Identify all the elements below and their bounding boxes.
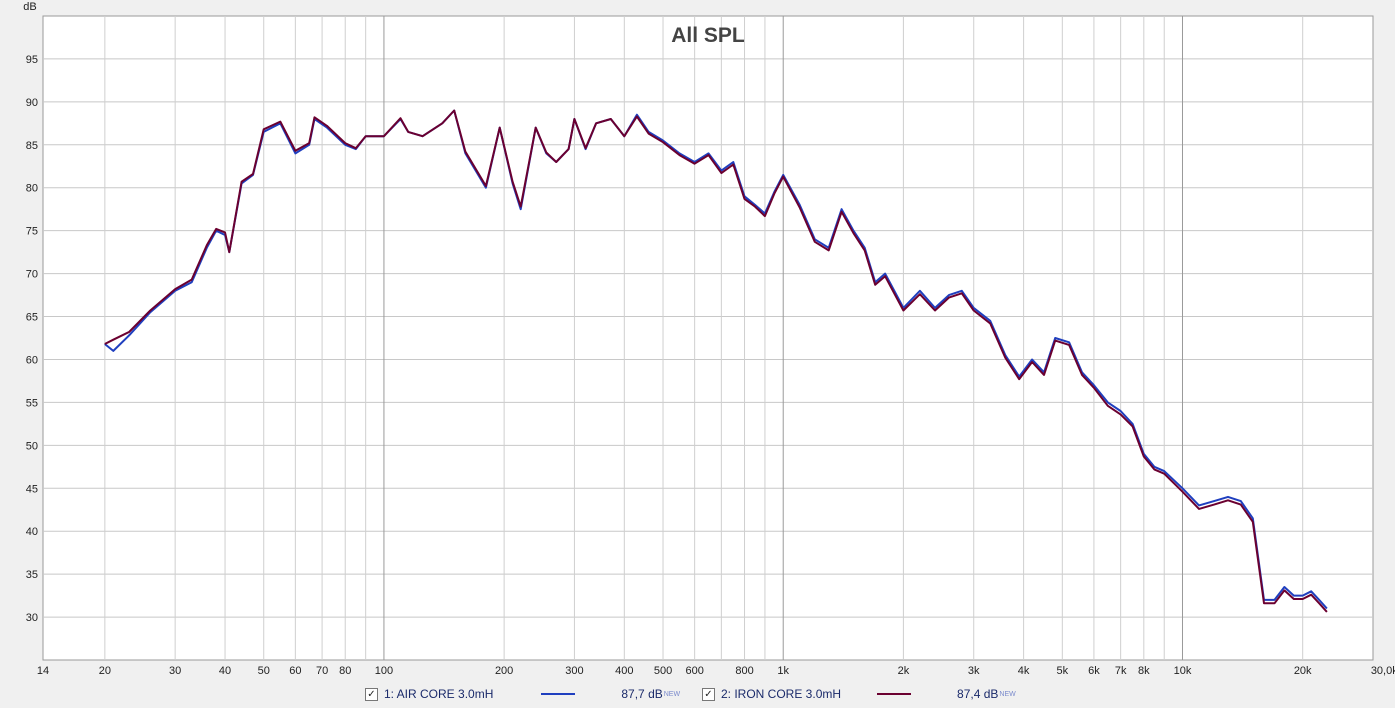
x-tick-label: 40 [219, 665, 231, 677]
y-tick-label: 55 [26, 397, 38, 409]
checkbox-air-core[interactable]: ✓ [365, 687, 378, 701]
x-tick-label: 1k [777, 665, 789, 677]
x-tick-label: 70 [316, 665, 328, 677]
y-tick-label: 35 [26, 569, 38, 581]
x-tick-label: 30,0kHz [1371, 665, 1395, 677]
x-tick-label: 10k [1174, 665, 1192, 677]
x-tick-label: 200 [495, 665, 513, 677]
y-tick-label: 90 [26, 97, 38, 109]
x-tick-label: 100 [375, 665, 393, 677]
x-tick-label: 6k [1088, 665, 1100, 677]
legend-value-iron-core: 87,4 dB [957, 687, 999, 701]
legend-item-iron-core[interactable]: ✓ 2: IRON CORE 3.0mH 87,4 dB NEW [702, 684, 1016, 704]
x-tick-label: 600 [685, 665, 703, 677]
x-tick-label: 80 [339, 665, 351, 677]
x-tick-label: 4k [1018, 665, 1030, 677]
chart-title: All SPL [671, 24, 745, 47]
y-tick-label: 60 [26, 354, 38, 366]
legend-value-air-core: 87,7 dB [621, 687, 663, 701]
x-tick-label: 500 [654, 665, 672, 677]
legend-item-air-core[interactable]: ✓ 1: AIR CORE 3.0mH 87,7 dB NEW [365, 684, 680, 704]
x-tick-label: 7k [1115, 665, 1127, 677]
x-tick-label: 300 [565, 665, 583, 677]
x-tick-label: 400 [615, 665, 633, 677]
checkbox-iron-core[interactable]: ✓ [702, 687, 715, 701]
x-tick-label: 50 [258, 665, 270, 677]
y-axis-label: dB [23, 1, 36, 13]
x-tick-label: 30 [169, 665, 181, 677]
y-tick-label: 65 [26, 312, 38, 324]
series-lines [104, 109, 1328, 613]
y-tick-label: 40 [26, 526, 38, 538]
x-tick-label: 3k [968, 665, 980, 677]
legend-swatch-air-core [541, 693, 576, 695]
legend-swatch-iron-core [877, 693, 912, 695]
legend-label-iron-core: 2: IRON CORE 3.0mH [721, 687, 842, 701]
y-tick-label: 70 [26, 269, 38, 281]
legend-label-air-core: 1: AIR CORE 3.0mH [384, 687, 494, 701]
y-tick-label: 50 [26, 440, 38, 452]
x-tick-label: 800 [735, 665, 753, 677]
y-tick-label: 75 [26, 226, 38, 238]
y-tick-label: 95 [26, 54, 38, 66]
x-tick-label: 2k [898, 665, 910, 677]
plot-area [42, 15, 1374, 661]
y-tick-labels: 95 90 85 80 75 70 65 60 55 50 45 40 35 30 [26, 54, 38, 624]
y-tick-label: 85 [26, 140, 38, 152]
x-tick-label: 5k [1056, 665, 1068, 677]
y-tick-label: 45 [26, 483, 38, 495]
x-tick-label: 20k [1294, 665, 1312, 677]
y-tick-label: 30 [26, 612, 38, 624]
x-tick-labels: 14 20 30 40 50 60 70 80 100 200 300 400 500 600 800 1k 2… [37, 665, 1395, 677]
x-tick-label: 8k [1138, 665, 1150, 677]
series-iron-core-line [104, 109, 1328, 613]
y-tick-label: 80 [26, 183, 38, 195]
x-tick-label: 20 [99, 665, 111, 677]
new-badge: NEW [999, 690, 1016, 698]
x-tick-label: 60 [289, 665, 301, 677]
grid-lines [43, 16, 1373, 660]
x-tick-label: 14 [37, 665, 49, 677]
new-badge: NEW [663, 690, 681, 698]
